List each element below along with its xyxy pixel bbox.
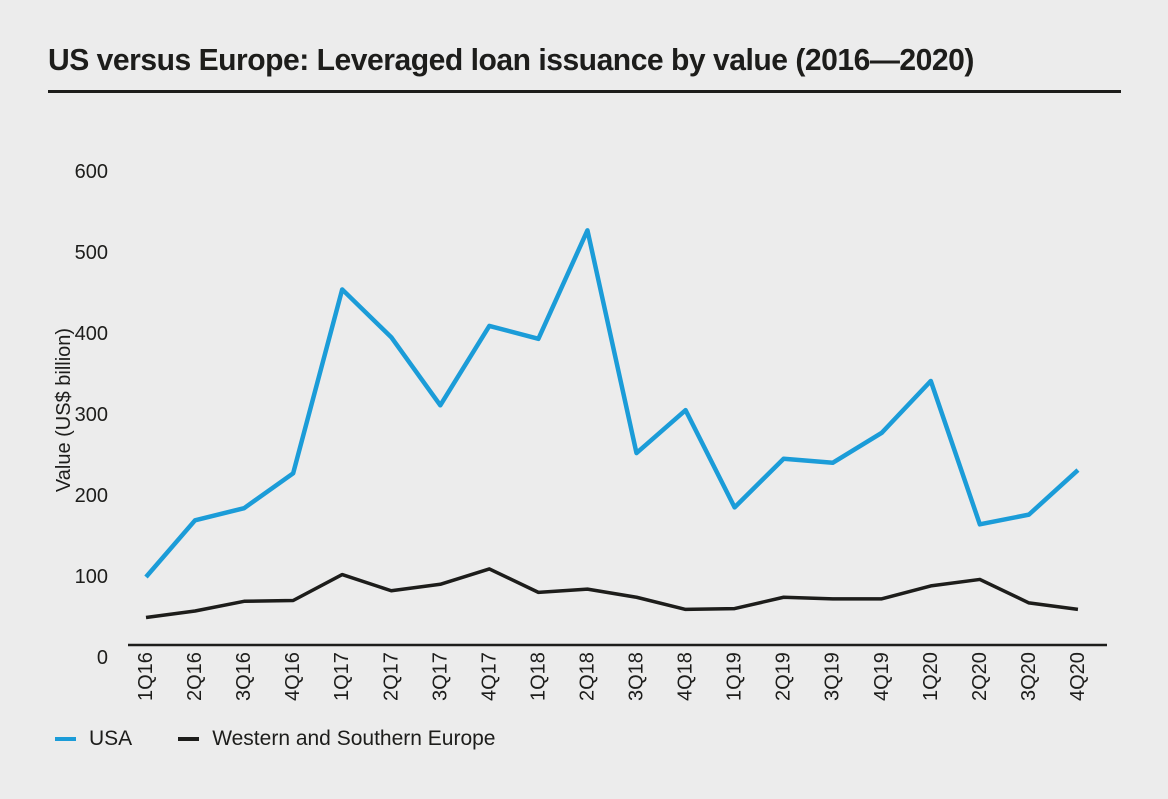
europe-line [145,567,1079,620]
x-tick-label: 2Q19 [773,652,795,701]
usa-line [144,228,1080,579]
y-tick-label: 500 [75,242,108,264]
x-tick-label: 2Q20 [969,652,991,701]
x-tick-label: 2Q18 [576,652,598,701]
y-tick-label: 0 [97,647,108,669]
y-tick-label: 100 [75,566,108,588]
legend-label-europe: Western and Southern Europe [212,727,496,750]
europe-line-swatch-icon [178,736,200,741]
legend-item-europe: Western and Southern Europe [178,728,495,749]
x-tick-label: 3Q17 [429,652,451,701]
usa-line-swatch-icon [55,736,76,741]
x-tick-label: 1Q16 [135,652,157,701]
legend-item-usa: USA [55,728,132,749]
y-tick-label: 200 [75,485,108,507]
x-tick-label: 2Q16 [184,652,206,701]
y-tick-label: 400 [75,323,108,345]
x-tick-label: 4Q19 [871,652,893,701]
y-tick-label: 300 [75,404,108,426]
y-axis-title: Value (US$ billion) [53,328,75,492]
x-tick-label: 4Q16 [282,652,304,701]
x-tick-label: 4Q17 [478,652,500,701]
x-tick-label: 1Q20 [920,652,942,701]
x-tick-label: 3Q19 [822,652,844,701]
legend-label-usa: USA [89,727,133,750]
legend: USA Western and Southern Europe [55,728,495,749]
x-tick-label: 4Q18 [675,652,697,701]
x-tick-label: 1Q18 [527,652,549,701]
title-rule [48,90,1121,93]
x-tick-label: 1Q17 [331,652,353,701]
x-tick-label: 4Q20 [1067,652,1089,701]
x-tick-label: 2Q17 [380,652,402,701]
y-tick-label: 600 [75,161,108,183]
x-tick-label: 1Q19 [724,652,746,701]
x-tick-label: 3Q16 [233,652,255,701]
chart-title: US versus Europe: Leveraged loan issuanc… [48,42,974,77]
x-tick-label: 3Q20 [1018,652,1040,701]
x-tick-label: 3Q18 [626,652,648,701]
